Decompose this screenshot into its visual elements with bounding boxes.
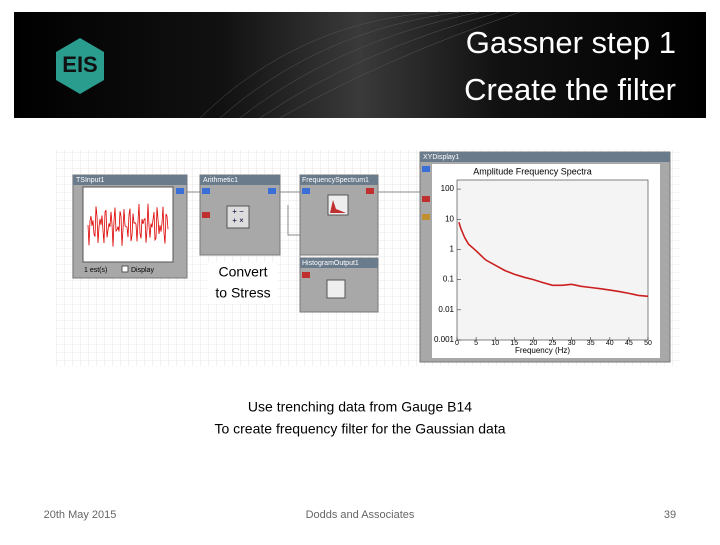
- convert-label: to Stress: [215, 285, 270, 301]
- x-tick-label: 45: [625, 340, 633, 347]
- module-bar: [73, 175, 187, 185]
- port: [366, 188, 374, 194]
- y-tick-label: 100: [441, 184, 455, 193]
- chart-title: Amplitude Frequency Spectra: [473, 166, 592, 176]
- title-line: Create the filter: [464, 72, 676, 107]
- x-axis-label: Frequency (Hz): [515, 346, 570, 355]
- y-tick-label: 1: [450, 245, 455, 254]
- module-label: FrequencySpectrum1: [302, 177, 369, 184]
- banner-pattern: [199, 11, 521, 119]
- x-tick-label: 40: [606, 340, 614, 347]
- module-label: TSInput1: [76, 177, 105, 184]
- icon-text: + −: [232, 207, 244, 216]
- y-tick-label: 0.1: [443, 275, 455, 284]
- label-box: [208, 262, 278, 304]
- port: [176, 188, 184, 194]
- y-tick-label: 0.001: [434, 335, 455, 344]
- x-tick-label: 5: [474, 340, 478, 347]
- logo: [56, 38, 104, 94]
- checkbox-label: Display: [131, 267, 154, 274]
- port: [422, 166, 430, 172]
- x-tick-label: 50: [644, 340, 652, 347]
- footer-company: Dodds and Associates: [306, 509, 415, 521]
- icon-shape: [330, 200, 346, 213]
- footer-date: 20th May 2015: [44, 509, 117, 521]
- icon: [226, 205, 250, 229]
- x-tick-label: 35: [587, 340, 595, 347]
- module-label: Arithmetic1: [203, 177, 238, 184]
- port: [422, 214, 430, 220]
- port: [202, 212, 210, 218]
- module-bar: [200, 175, 280, 185]
- port: [422, 196, 430, 202]
- icon: [326, 279, 346, 299]
- logo-text: EIS: [62, 52, 97, 77]
- module-bar: [300, 258, 378, 268]
- module-bar: [300, 175, 378, 185]
- x-tick-label: 0: [455, 340, 459, 347]
- x-tick-label: 10: [491, 340, 499, 347]
- status: 1 est(s): [84, 267, 107, 274]
- caption: Use trenching data from Gauge B14: [248, 399, 472, 415]
- x-tick-label: 20: [530, 340, 538, 347]
- icon-text: + ×: [232, 216, 244, 225]
- module-label: HistogramOutput1: [302, 260, 359, 267]
- mini-plot: [82, 186, 174, 263]
- x-tick-label: 30: [568, 340, 576, 347]
- x-tick-label: 25: [549, 340, 557, 347]
- caption: To create frequency filter for the Gauss…: [214, 421, 505, 437]
- mini-plot-trace: [87, 203, 169, 247]
- spectrum-line: [458, 221, 649, 298]
- title-line: Gassner step 1: [466, 25, 676, 60]
- checkbox[interactable]: [121, 265, 129, 273]
- banner: [14, 12, 706, 118]
- plot-area: [456, 179, 649, 341]
- y-tick-label: 0.01: [438, 305, 454, 314]
- port: [202, 188, 210, 194]
- footer-page: 39: [664, 509, 676, 521]
- port: [302, 272, 310, 278]
- convert-label: Convert: [218, 264, 267, 280]
- y-tick-label: 10: [445, 214, 454, 223]
- x-tick-label: 15: [510, 340, 518, 347]
- port: [268, 188, 276, 194]
- module-label: XYDisplay1: [423, 154, 459, 161]
- module-bar: [420, 152, 670, 162]
- port: [302, 188, 310, 194]
